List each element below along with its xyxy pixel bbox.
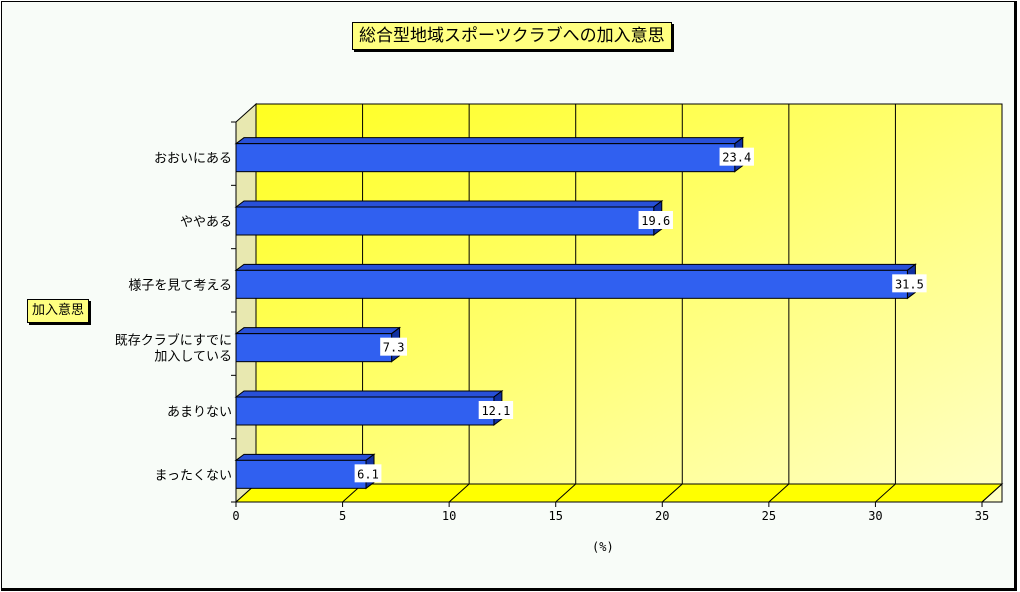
x-tick-label: 30 [868,509,882,523]
y-tick-label: おおいにある [154,152,232,167]
x-tick-label: 10 [442,509,456,523]
bar-top [234,200,664,208]
y-tick-label: 加入している [154,350,232,365]
data-label-bg [638,211,673,229]
x-gridline-floor [768,483,790,503]
x-gridline-floor [981,483,1003,503]
bar-top [234,137,745,145]
x-tick-label: 0 [232,509,239,523]
x-gridline-floor [555,483,577,503]
x-tick-label: 20 [655,509,669,523]
x-tick-label: 35 [975,509,989,523]
x-tick-label: 25 [762,509,776,523]
y-tick-label: まったくない [155,468,232,483]
y-tick-label: 既存クラブにすでに [115,333,232,349]
data-label: 12.1 [481,404,510,418]
chart-title: 総合型地域スポーツクラブへの加入意思 [352,22,672,50]
data-label: 23.4 [722,151,751,165]
x-axis-title: (%) [592,540,614,554]
bar-top [234,327,402,335]
x-tick-label: 5 [339,509,346,523]
data-label-bg [354,464,382,483]
bar [235,269,908,299]
bar-top [234,263,917,271]
x-gridline-floor [875,483,896,503]
data-label-bg [478,401,514,419]
data-label: 31.5 [895,277,924,291]
data-label-bg [380,337,407,356]
data-label-bg [719,147,754,166]
bar [235,396,495,426]
data-label: 19.6 [641,214,670,228]
x-gridline-floor [661,483,683,503]
y-axis-title: 加入意思 [27,299,90,323]
y-tick-label: あまりない [167,405,232,420]
x-gridline-floor [448,483,470,503]
data-label-bg [892,274,927,293]
x-tick-label: 15 [548,509,562,523]
bar-top [234,453,376,461]
data-label: 7.3 [383,341,405,355]
y-tick-label: ややある [180,215,232,230]
bar-top [234,390,504,398]
data-label: 6.1 [357,467,379,481]
bar [235,143,736,173]
bar [235,206,655,236]
y-tick-label: 様子を見て考える [128,278,232,293]
bar [235,333,393,363]
bar [235,459,367,489]
